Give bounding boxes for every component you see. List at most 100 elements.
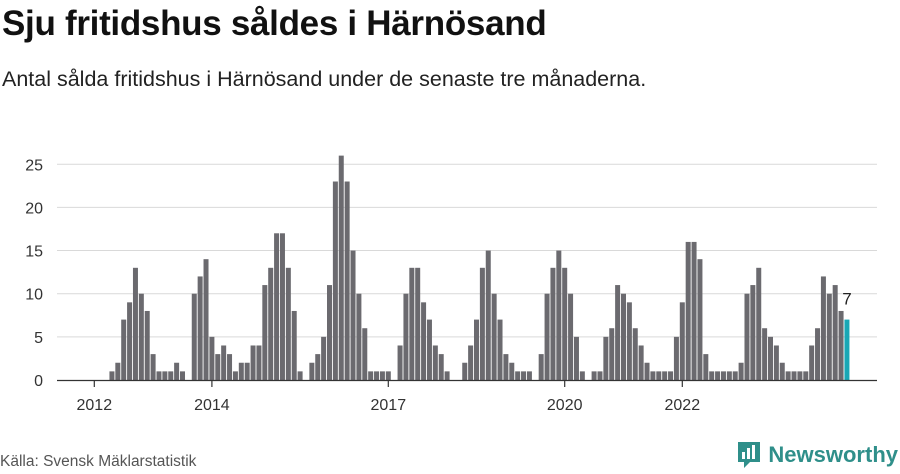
- bar: [197, 276, 203, 380]
- bar: [650, 371, 656, 380]
- highlight-bar: [844, 319, 850, 380]
- bar: [826, 293, 832, 380]
- bar: [738, 362, 744, 380]
- bar: [591, 371, 597, 380]
- bar: [426, 319, 432, 380]
- chart-subtitle: Antal sålda fritidshus i Härnösand under…: [2, 67, 647, 91]
- bar: [626, 302, 632, 380]
- bar: [291, 310, 297, 380]
- bar: [415, 267, 421, 380]
- bar: [374, 371, 380, 380]
- bar: [462, 362, 468, 380]
- bar: [526, 371, 532, 380]
- bar: [697, 259, 703, 380]
- data-labels: 7: [842, 290, 851, 309]
- source-note: Källa: Svensk Mäklarstatistik: [0, 453, 197, 470]
- bar: [109, 371, 115, 380]
- bar: [468, 345, 474, 380]
- bar: [479, 267, 485, 380]
- bar: [573, 336, 579, 380]
- bar: [679, 302, 685, 380]
- bar: [685, 241, 691, 380]
- bar: [662, 371, 668, 380]
- bar: [603, 336, 609, 380]
- bar: [820, 276, 826, 380]
- bar: [162, 371, 168, 380]
- bar: [350, 250, 356, 380]
- x-tick-label: 2014: [194, 397, 230, 414]
- bar: [156, 371, 162, 380]
- brand-logo[interactable]: Newsworthy: [736, 440, 898, 470]
- bar: [609, 328, 615, 380]
- bar: [385, 371, 391, 380]
- y-axis-ticks: 0 5 10 15 20 25: [25, 157, 43, 390]
- bar: [444, 371, 450, 380]
- bar: [691, 241, 697, 380]
- bar: [485, 250, 491, 380]
- y-tick-label: 25: [25, 157, 43, 174]
- bar: [797, 371, 803, 380]
- data-label: 7: [842, 290, 851, 309]
- bar: [279, 233, 285, 380]
- bar: [538, 354, 544, 380]
- y-tick-label: 0: [34, 373, 43, 390]
- bar: [232, 371, 238, 380]
- bar: [168, 371, 174, 380]
- bar: [638, 345, 644, 380]
- bar: [356, 293, 362, 380]
- bar: [668, 371, 674, 380]
- bar: [815, 328, 821, 380]
- bar: [550, 267, 556, 380]
- bar: [144, 310, 150, 380]
- bar: [809, 345, 815, 380]
- bar: [803, 371, 809, 380]
- bar: [791, 371, 797, 380]
- bar: [209, 336, 215, 380]
- newsworthy-logo-icon: [738, 442, 761, 468]
- bar: [491, 293, 497, 380]
- bar: [562, 267, 568, 380]
- bar: [362, 328, 368, 380]
- bar: [309, 362, 315, 380]
- bar: [397, 345, 403, 380]
- bar: [521, 371, 527, 380]
- bar: [221, 345, 227, 380]
- bar: [720, 371, 726, 380]
- x-axis-ticks: 2012 2014 2017 2020 2022: [77, 380, 701, 414]
- bar: [597, 371, 603, 380]
- bar: [632, 328, 638, 380]
- bar: [509, 362, 515, 380]
- y-tick-label: 10: [25, 287, 43, 304]
- bar: [409, 267, 415, 380]
- bar: [215, 354, 221, 380]
- bar: [297, 371, 303, 380]
- bar: [515, 371, 521, 380]
- bar: [115, 362, 121, 380]
- bar: [127, 302, 133, 380]
- bar: [768, 336, 773, 380]
- bar: [503, 354, 509, 380]
- bar: [579, 371, 585, 380]
- bar: [756, 267, 762, 380]
- bar: [132, 267, 138, 380]
- bar: [274, 233, 280, 380]
- bar: [474, 319, 479, 380]
- bar: [544, 293, 550, 380]
- bar: [615, 285, 621, 380]
- y-tick-label: 5: [34, 330, 43, 347]
- bar: [203, 259, 209, 380]
- bar: [726, 371, 732, 380]
- bar: [338, 155, 344, 380]
- bar: [785, 371, 791, 380]
- bar: [321, 336, 327, 380]
- bar: [285, 267, 291, 380]
- bar: [379, 371, 385, 380]
- bar: [744, 293, 750, 380]
- bars: [109, 155, 850, 380]
- y-tick-label: 15: [25, 244, 43, 261]
- bar: [121, 319, 127, 380]
- bar: [432, 345, 438, 380]
- x-tick-label: 2022: [665, 397, 701, 414]
- bar: [138, 293, 144, 380]
- bar: [344, 181, 350, 380]
